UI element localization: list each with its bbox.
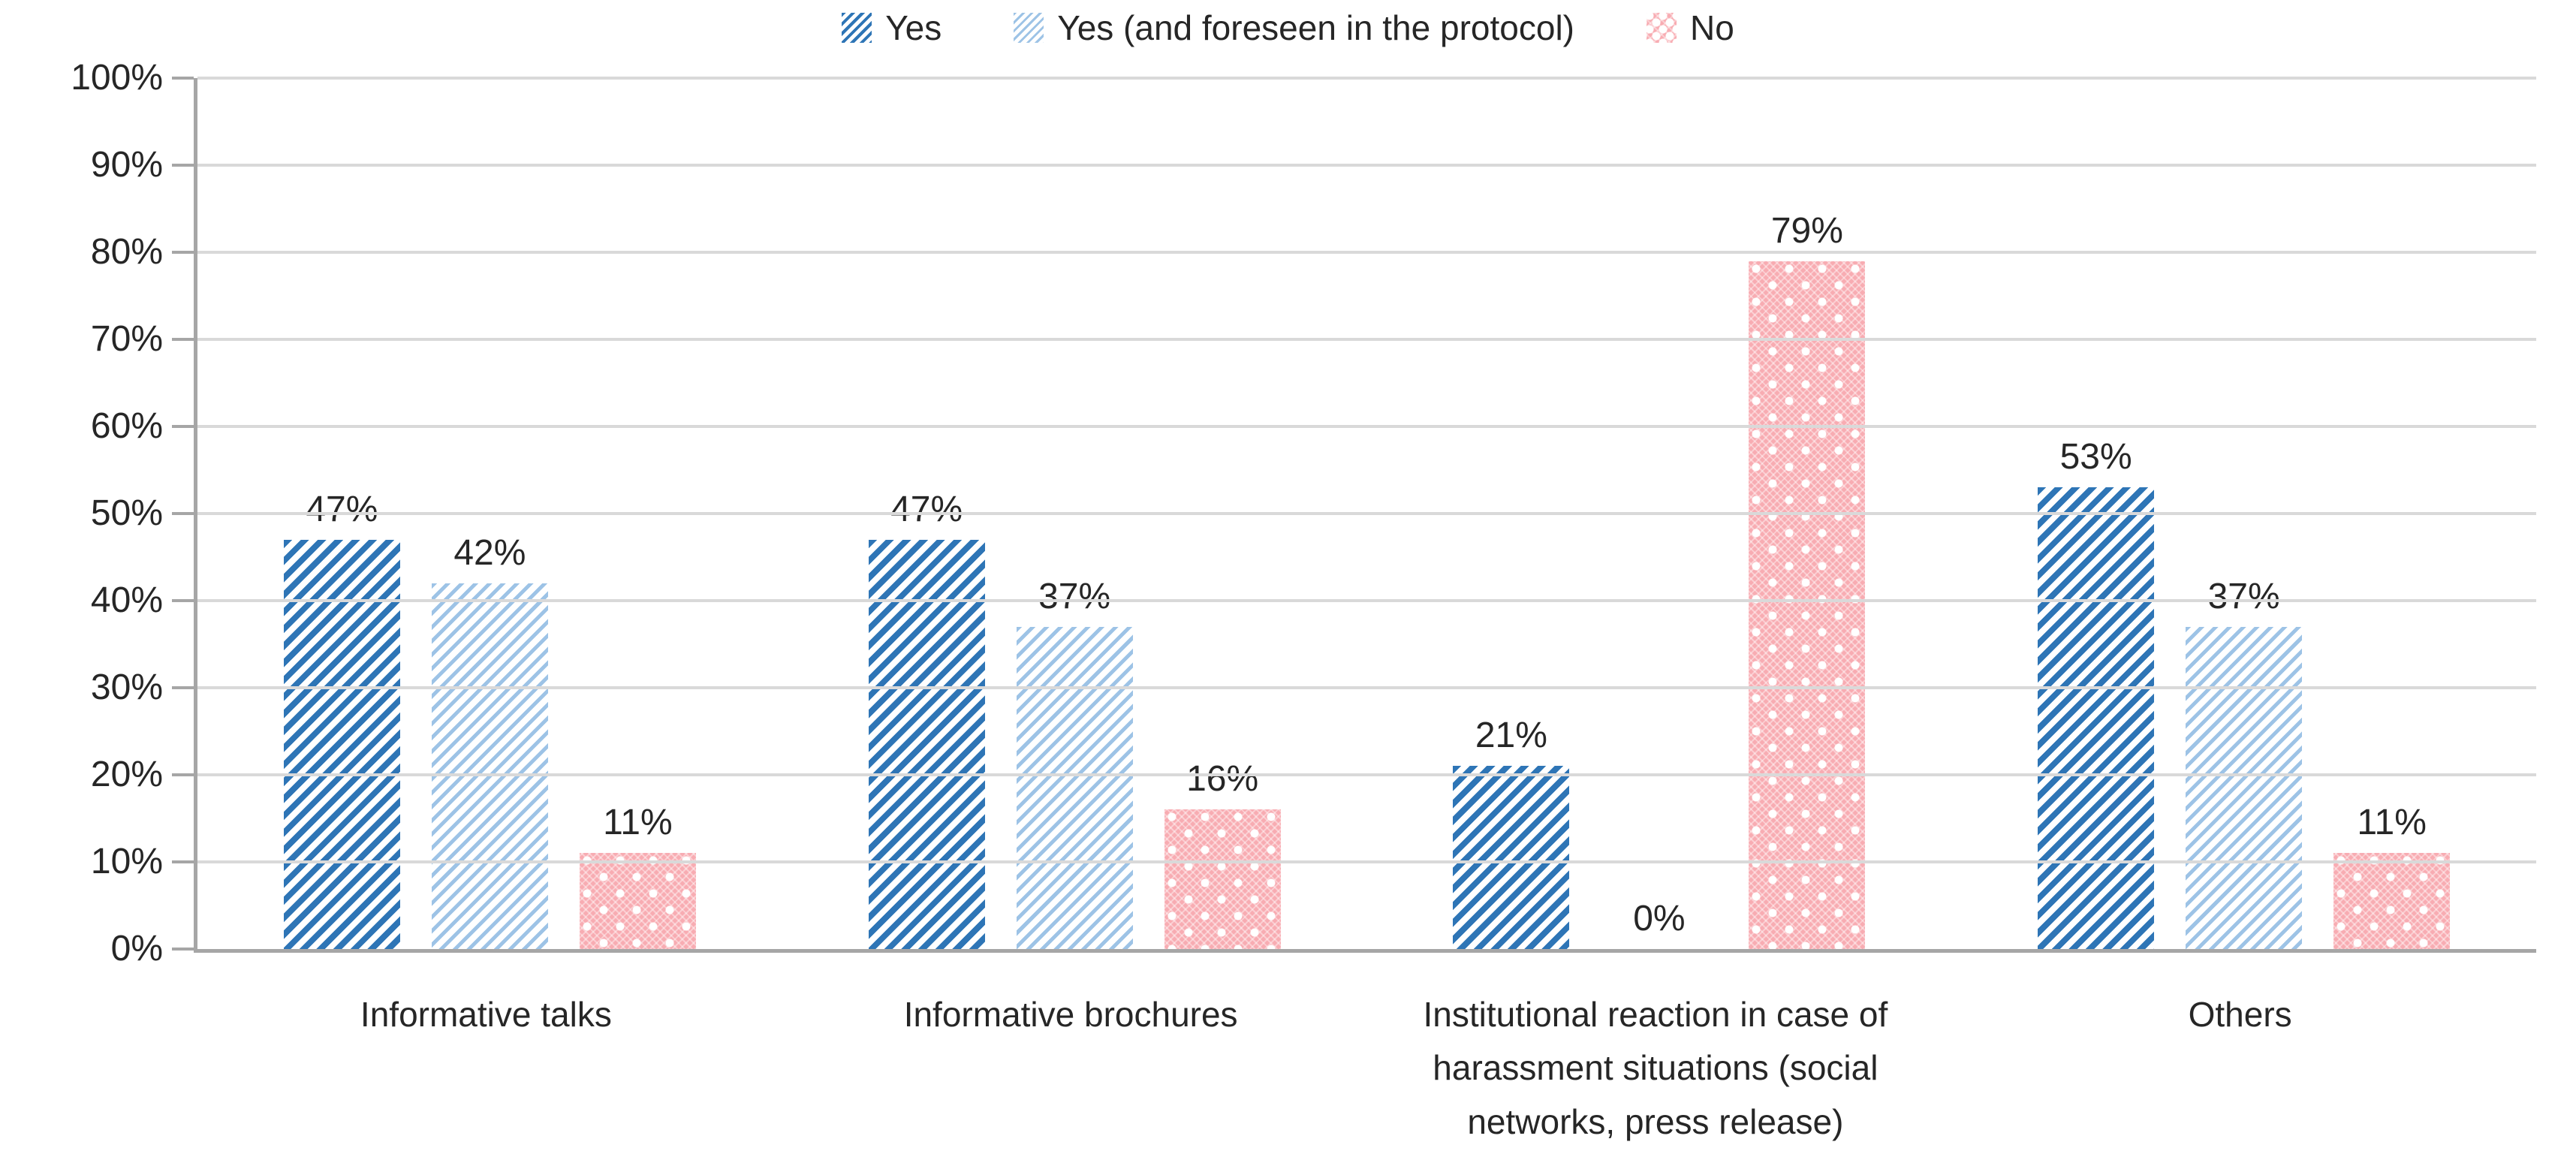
legend-swatch-no-icon [1646, 13, 1677, 43]
legend-item-yes: Yes [842, 11, 942, 45]
category-label: Informative talks [360, 995, 612, 1034]
legend-swatch-yes-icon [842, 13, 872, 43]
y-axis-label: 80% [90, 232, 163, 272]
bar: 42% [431, 535, 548, 949]
bar: 21% [1453, 718, 1570, 949]
category-label: Institutional reaction in case of harass… [1423, 995, 1888, 1141]
value-label: 47% [306, 489, 378, 529]
category-label: Others [2188, 995, 2292, 1034]
plot-area: 47% 42% 11% 47% 37% 16% 21% 0% 79% 53% 37% 11% 0% 10… [71, 60, 2536, 967]
bar: 47% [283, 491, 400, 949]
y-axis-label: 20% [90, 755, 163, 794]
gridline [197, 773, 2536, 776]
bar: 47% [868, 491, 985, 949]
legend-swatch-yes-foreseen-icon [1014, 13, 1044, 43]
y-axis-label: 40% [90, 580, 163, 620]
bar-group: 53% 37% 11% [1951, 78, 2536, 949]
value-label: 47% [890, 489, 963, 529]
bar: 37% [1016, 578, 1133, 949]
y-axis-label: 60% [90, 406, 163, 446]
gridline [197, 425, 2536, 428]
bar: 53% [2038, 439, 2155, 949]
value-label: 37% [1038, 576, 1111, 616]
y-axis-label: 70% [90, 319, 163, 359]
legend-label-yes: Yes [885, 8, 942, 47]
y-axis-label: 0% [110, 929, 163, 969]
chart-legend: Yes Yes (and foreseen in the protocol) N… [0, 11, 2576, 45]
bar-group: 47% 42% 11% [197, 78, 782, 949]
value-label: 21% [1475, 716, 1547, 756]
tick-mark [172, 164, 194, 167]
tick-mark [172, 77, 194, 80]
gridline [197, 599, 2536, 602]
y-axis-label: 100% [71, 58, 163, 98]
bar: 79% [1749, 212, 1866, 949]
value-label: 16% [1186, 759, 1259, 800]
gridline [197, 512, 2536, 515]
gridline [197, 251, 2536, 254]
category-labels: Informative talks Informative brochures In… [194, 988, 2532, 1149]
value-label: 11% [603, 803, 673, 843]
legend-item-no: No [1646, 8, 1734, 47]
tick-mark [172, 512, 194, 515]
bar: 37% [2186, 578, 2303, 949]
tick-mark [172, 251, 194, 254]
gridline [197, 338, 2536, 341]
tick-mark [172, 425, 194, 428]
bar: 11% [579, 805, 696, 949]
tick-mark [172, 948, 194, 951]
bar: 11% [2333, 805, 2451, 949]
gridline [197, 77, 2536, 80]
tick-mark [172, 860, 194, 863]
tick-mark [172, 773, 194, 776]
y-axis-label: 90% [90, 145, 163, 185]
gridline [197, 860, 2536, 863]
tick-mark [172, 599, 194, 602]
value-label: 11% [2357, 803, 2427, 843]
y-axis-label: 30% [90, 667, 163, 707]
value-label: 42% [453, 532, 526, 573]
value-label: 0% [1633, 899, 1686, 939]
legend-label-yes-foreseen: Yes (and foreseen in the protocol) [1057, 8, 1574, 47]
bar: 16% [1164, 761, 1281, 949]
value-label: 53% [2059, 437, 2132, 478]
category-label: Informative brochures [903, 995, 1238, 1034]
bar-groups: 47% 42% 11% 47% 37% 16% 21% 0% 79% 53% 37% 11% [197, 78, 2536, 949]
gridline [197, 686, 2536, 689]
tick-mark [172, 686, 194, 689]
y-axis-label: 10% [90, 842, 163, 881]
tick-mark [172, 338, 194, 341]
bar-group: 21% 0% 79% [1367, 78, 1952, 949]
gridline [197, 164, 2536, 167]
legend-label-no: No [1689, 8, 1734, 47]
bar-group: 47% 37% 16% [782, 78, 1367, 949]
value-label: 37% [2207, 576, 2280, 616]
y-axis-label: 50% [90, 493, 163, 533]
value-label: 79% [1770, 210, 1843, 251]
legend-item-yes-foreseen: Yes (and foreseen in the protocol) [1014, 11, 1574, 45]
